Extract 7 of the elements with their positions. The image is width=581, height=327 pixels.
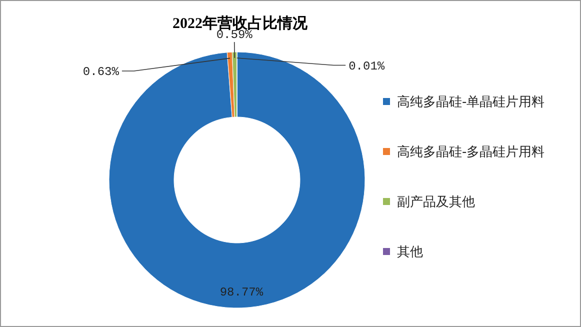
legend-label: 副产品及其他 (397, 195, 475, 210)
data-label: 98.77% (220, 285, 264, 300)
legend-label: 高纯多晶硅-多晶硅片用料 (397, 144, 545, 160)
data-label: 0.01% (348, 59, 386, 74)
legend-label: 高纯多晶硅-单晶硅片用料 (397, 94, 545, 110)
legend-label: 其他 (397, 245, 423, 260)
data-label: 0.63% (82, 65, 120, 80)
